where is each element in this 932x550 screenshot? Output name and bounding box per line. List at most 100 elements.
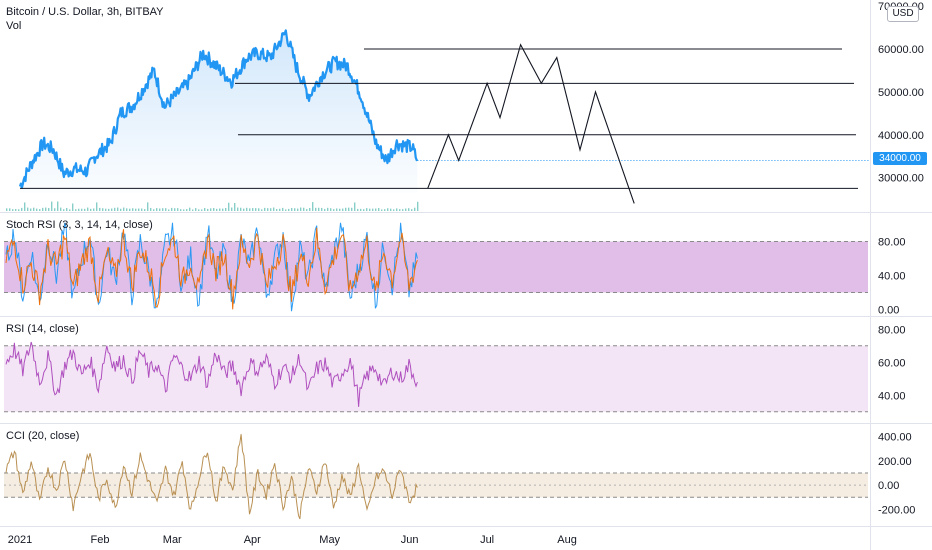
volume-bar bbox=[150, 207, 152, 211]
volume-bar bbox=[411, 209, 413, 211]
volume-bar bbox=[210, 208, 212, 211]
last-price-tag: 34000.00 bbox=[873, 152, 927, 165]
volume-bar bbox=[342, 208, 344, 211]
volume-bar bbox=[132, 208, 134, 211]
volume-bar bbox=[219, 208, 221, 211]
volume-bar bbox=[312, 202, 314, 211]
volume-bar bbox=[267, 208, 269, 211]
volume-bar bbox=[30, 208, 32, 211]
volume-bar bbox=[162, 208, 164, 211]
volume-bar bbox=[18, 209, 20, 211]
volume-bar bbox=[159, 208, 161, 211]
rsi-band bbox=[4, 345, 868, 412]
volume-bar bbox=[345, 207, 347, 211]
rsi-tick-label: 40.00 bbox=[878, 390, 906, 402]
volume-bar bbox=[351, 207, 353, 211]
cci-tick-label: 0.00 bbox=[878, 480, 899, 492]
volume-bar bbox=[354, 202, 356, 211]
volume-bar bbox=[273, 207, 275, 211]
volume-bar bbox=[180, 209, 182, 211]
volume-bar bbox=[252, 208, 254, 211]
volume-bar bbox=[171, 207, 173, 211]
rsi-tick-label: 80.00 bbox=[878, 324, 906, 336]
volume-bar bbox=[234, 202, 236, 211]
volume-bar bbox=[45, 207, 47, 211]
volume-bar bbox=[120, 208, 122, 211]
volume-bar bbox=[204, 207, 206, 211]
price-line bbox=[18, 29, 418, 189]
volume-bar bbox=[303, 207, 305, 211]
volume-bar bbox=[105, 208, 107, 211]
stoch-rsi-d-line bbox=[5, 227, 418, 310]
volume-bar bbox=[414, 207, 416, 211]
volume-bar bbox=[135, 208, 137, 211]
volume-bar bbox=[90, 208, 92, 211]
volume-bar bbox=[417, 201, 419, 211]
time-axis-label: 2021 bbox=[8, 534, 32, 546]
volume-bar bbox=[348, 207, 350, 211]
volume-bar bbox=[108, 208, 110, 211]
volume-bar bbox=[12, 209, 14, 211]
volume-bar bbox=[372, 208, 374, 211]
volume-bar bbox=[216, 208, 218, 211]
volume-bar bbox=[384, 209, 386, 211]
volume-bar bbox=[48, 208, 50, 211]
volume-bar bbox=[246, 207, 248, 211]
volume-bar bbox=[240, 207, 242, 211]
volume-bar bbox=[57, 201, 59, 211]
volume-bar bbox=[168, 209, 170, 211]
price-tick-label: 30000.00 bbox=[878, 173, 924, 185]
volume-label: Vol bbox=[6, 20, 22, 32]
volume-bar bbox=[93, 208, 95, 211]
cci-tick-label: 200.00 bbox=[878, 456, 912, 468]
volume-bar bbox=[381, 209, 383, 211]
volume-bar bbox=[69, 209, 71, 211]
time-axis-label: Jun bbox=[401, 534, 419, 546]
volume-bar bbox=[51, 201, 53, 211]
volume-bar bbox=[279, 208, 281, 211]
volume-bar bbox=[6, 208, 8, 211]
currency-badge[interactable]: USD bbox=[887, 6, 919, 22]
volume-bar bbox=[387, 208, 389, 211]
volume-bar bbox=[147, 202, 149, 211]
volume-bar bbox=[309, 208, 311, 211]
volume-bar bbox=[393, 209, 395, 211]
volume-bar bbox=[378, 208, 380, 211]
volume-bar bbox=[213, 208, 215, 211]
symbol-title: Bitcoin / U.S. Dollar, 3h, BITBAY bbox=[6, 6, 164, 18]
volume-bar bbox=[60, 207, 62, 211]
cci-line bbox=[5, 434, 418, 520]
volume-bar bbox=[399, 209, 401, 211]
price-tick-label: 40000.00 bbox=[878, 130, 924, 142]
volume-bar bbox=[390, 208, 392, 211]
volume-bar bbox=[66, 207, 68, 211]
volume-bar bbox=[144, 209, 146, 211]
volume-bar bbox=[102, 208, 104, 211]
volume-bar bbox=[258, 208, 260, 211]
volume-bar bbox=[33, 207, 35, 211]
volume-bar bbox=[300, 207, 302, 211]
volume-bar bbox=[117, 207, 119, 211]
volume-bar bbox=[396, 208, 398, 211]
volume-bar bbox=[129, 208, 131, 211]
volume-bar bbox=[15, 208, 17, 211]
volume-bar bbox=[99, 207, 101, 211]
volume-bar bbox=[126, 208, 128, 211]
volume-bar bbox=[324, 208, 326, 211]
rsi-tick-label: 60.00 bbox=[878, 357, 906, 369]
volume-bar bbox=[198, 209, 200, 211]
volume-bar bbox=[408, 208, 410, 211]
volume-bar bbox=[276, 209, 278, 211]
projection-path bbox=[427, 43, 635, 204]
rsi-line bbox=[5, 341, 418, 407]
stoch-rsi-title: Stoch RSI (3, 3, 14, 14, close) bbox=[6, 219, 153, 231]
volume-bar bbox=[315, 207, 317, 211]
time-axis-label: Mar bbox=[163, 534, 182, 546]
volume-bar bbox=[156, 208, 158, 211]
volume-bar bbox=[138, 208, 140, 211]
time-axis-label: Apr bbox=[244, 534, 261, 546]
volume-bar bbox=[363, 209, 365, 211]
volume-bar bbox=[39, 209, 41, 211]
volume-bar bbox=[189, 207, 191, 211]
